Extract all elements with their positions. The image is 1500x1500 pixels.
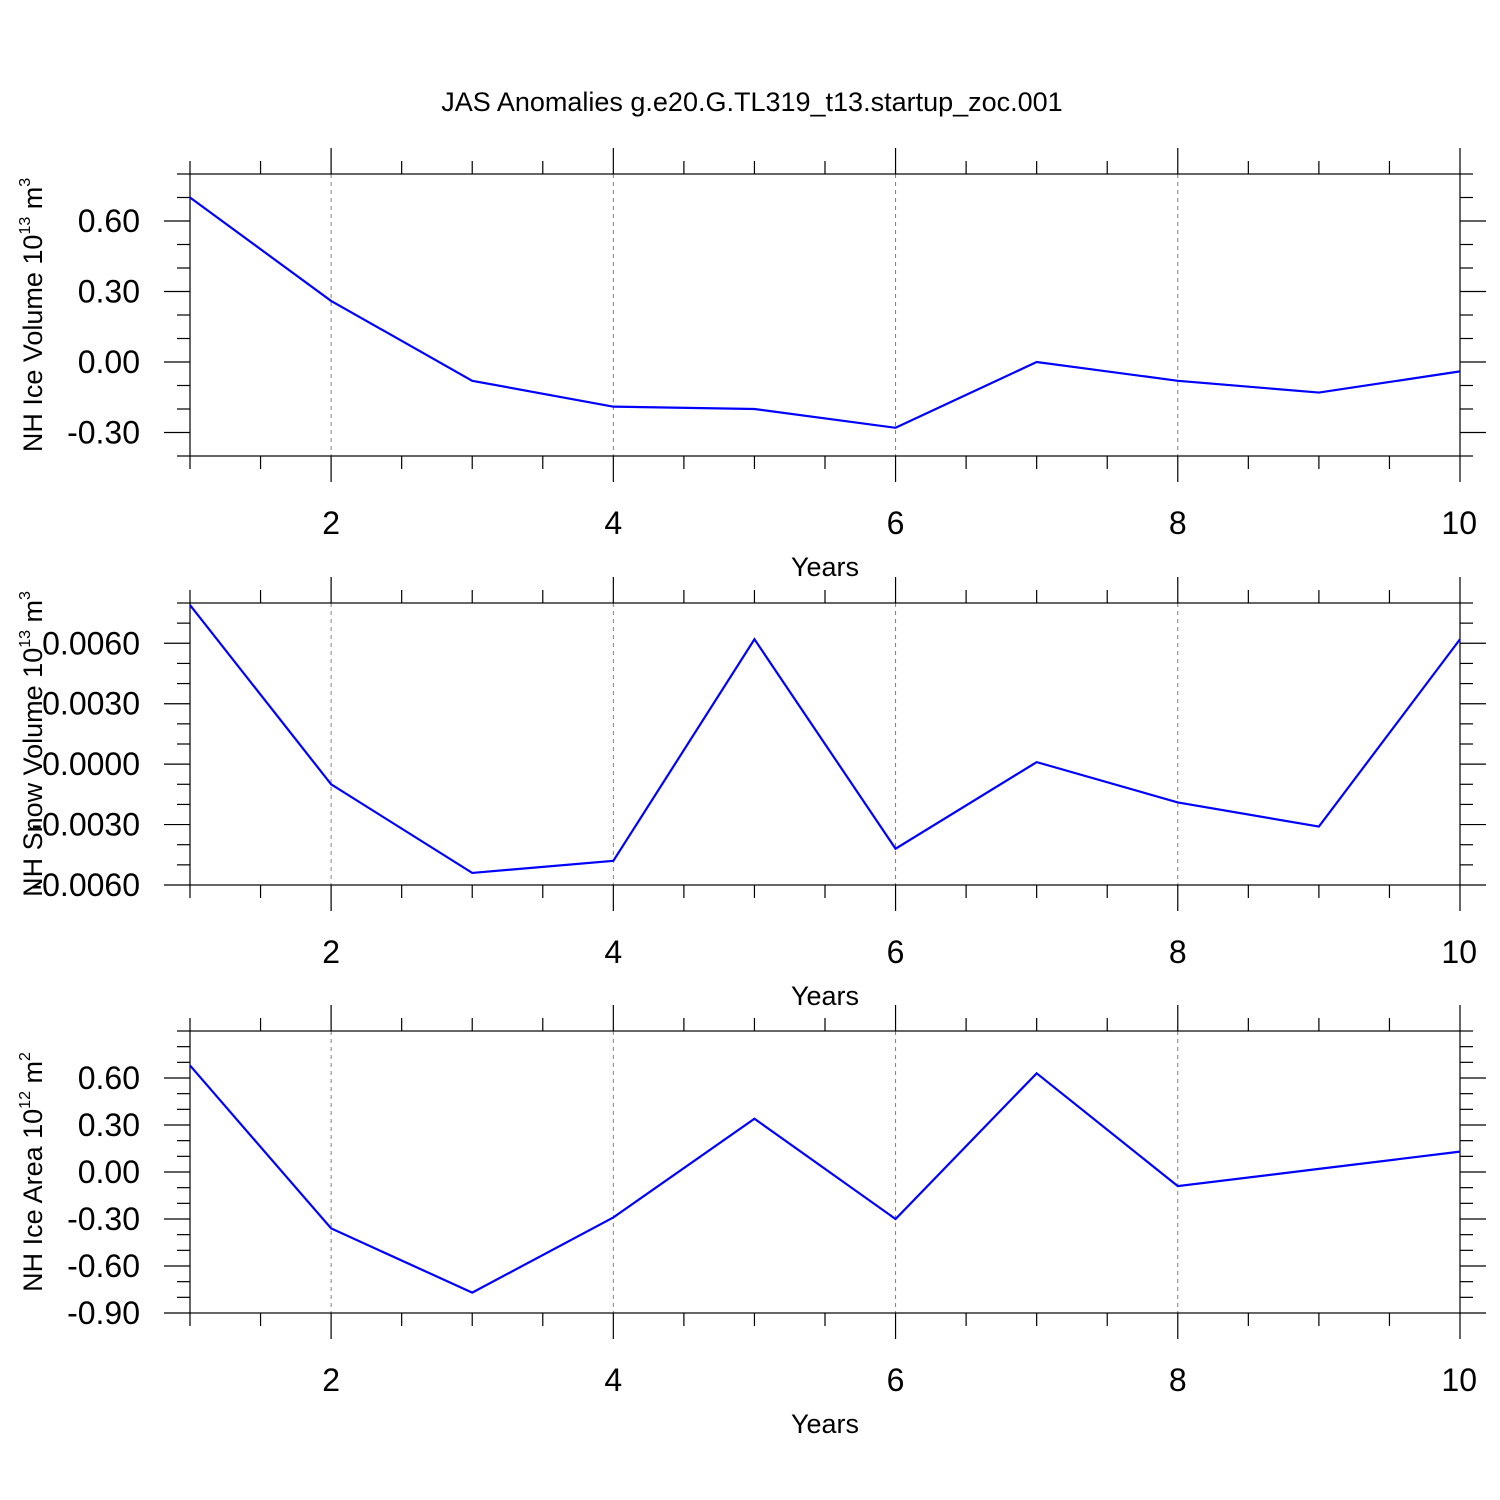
x-tick-label: 6 — [887, 505, 905, 541]
y-tick-label: 0.00 — [78, 1154, 140, 1190]
y-axis-label-exponent: 12 — [17, 1091, 34, 1109]
y-axis-label-unit-exponent: 3 — [17, 178, 34, 187]
y-tick-label: 0.0060 — [42, 625, 140, 661]
series-line — [189, 196, 1461, 429]
y-axis-label-unit-exponent: 3 — [17, 591, 34, 600]
x-tick-label: 2 — [322, 934, 340, 970]
y-tick-label: -0.90 — [67, 1295, 140, 1331]
chart-panel-2: 2 4 6 8 10 0.0060 0.0030 0.0000 -0.0030 -0.0060 Ye… — [17, 577, 1486, 1011]
y-tick-label: -0.30 — [67, 415, 140, 451]
y-tick-label: 0.0030 — [42, 686, 140, 722]
y-axis-label-exponent: 13 — [17, 217, 34, 235]
y-tick-label: 0.30 — [78, 274, 140, 310]
x-tick-label: 2 — [322, 505, 340, 541]
plot-frame — [189, 173, 1461, 457]
x-tick-label: 4 — [604, 1362, 622, 1398]
y-axis-label-unit: m — [18, 1061, 48, 1091]
y-axis-label-text: NH Ice Area 10 — [18, 1109, 48, 1292]
y-tick-label: 0.60 — [78, 1060, 140, 1096]
y-axis-label-unit: m — [18, 600, 48, 630]
y-tick-label: 0.00 — [78, 344, 140, 380]
x-tick-label: 2 — [322, 1362, 340, 1398]
plot-frame — [189, 1030, 1461, 1314]
x-tick-label: 4 — [604, 934, 622, 970]
chart-panel-3: 2 4 6 8 10 0.60 0.30 0.00 -0.30 -0.60 -0.90 Years NH… — [17, 1005, 1486, 1439]
y-tick-label: 0.30 — [78, 1107, 140, 1143]
y-axis-label-unit: m — [18, 187, 48, 217]
x-tick-label: 10 — [1441, 934, 1477, 970]
x-axis-label: Years — [791, 981, 859, 1011]
y-tick-label: -0.0030 — [31, 807, 140, 843]
x-tick-label: 8 — [1169, 934, 1187, 970]
x-axis-label: Years — [791, 552, 859, 582]
y-axis-label-text: NH Ice Volume 10 — [18, 235, 48, 453]
y-tick-label: -0.0060 — [31, 867, 140, 903]
y-tick-label: -0.30 — [67, 1201, 140, 1237]
series-line — [189, 604, 1461, 875]
x-axis-label: Years — [791, 1409, 859, 1439]
chart-panel-1: 2 4 6 8 10 0.60 0.30 0.00 -0.30 Years NH Ice Volum… — [17, 148, 1486, 582]
x-tick-label: 8 — [1169, 505, 1187, 541]
x-tick-label: 8 — [1169, 1362, 1187, 1398]
y-tick-label: 0.0000 — [42, 746, 140, 782]
y-axis-label-text: NH Snow Volume 10 — [18, 648, 48, 897]
figure-title: JAS Anomalies g.e20.G.TL319_t13.startup_… — [441, 87, 1062, 117]
x-tick-label: 6 — [887, 934, 905, 970]
y-axis-label-exponent: 13 — [17, 630, 34, 648]
x-tick-label: 10 — [1441, 505, 1477, 541]
x-tick-label: 6 — [887, 1362, 905, 1398]
y-axis-label-unit-exponent: 2 — [17, 1052, 34, 1061]
x-tick-label: 4 — [604, 505, 622, 541]
x-tick-label: 10 — [1441, 1362, 1477, 1398]
y-tick-label: -0.60 — [67, 1248, 140, 1284]
y-axis-label: NH Ice Area 1012 m2 — [17, 1052, 48, 1292]
y-axis-label: NH Snow Volume 1013 m3 — [17, 591, 48, 897]
series-line — [189, 1064, 1461, 1294]
y-axis-label: NH Ice Volume 1013 m3 — [17, 178, 48, 452]
y-tick-label: 0.60 — [78, 203, 140, 239]
